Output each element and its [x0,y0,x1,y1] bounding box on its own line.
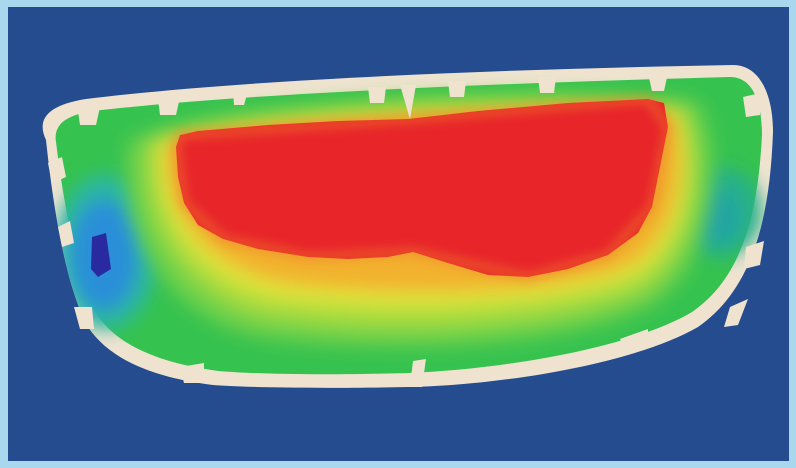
contour-field [54,77,762,375]
coldest-spot [91,233,111,277]
stress-contour-plot [42,65,773,388]
hot-core-rim [171,94,673,282]
boundary-notches [48,73,764,387]
hot-core [176,99,668,277]
simulation-viewport [8,7,789,461]
